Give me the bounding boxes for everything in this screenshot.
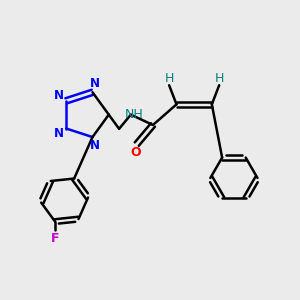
Text: H: H bbox=[164, 72, 174, 85]
Text: N: N bbox=[54, 127, 64, 140]
Text: NH: NH bbox=[124, 108, 143, 121]
Text: O: O bbox=[130, 146, 141, 159]
Text: N: N bbox=[54, 89, 64, 102]
Text: F: F bbox=[51, 232, 59, 245]
Text: N: N bbox=[90, 77, 100, 90]
Text: N: N bbox=[90, 139, 100, 152]
Text: H: H bbox=[214, 72, 224, 85]
